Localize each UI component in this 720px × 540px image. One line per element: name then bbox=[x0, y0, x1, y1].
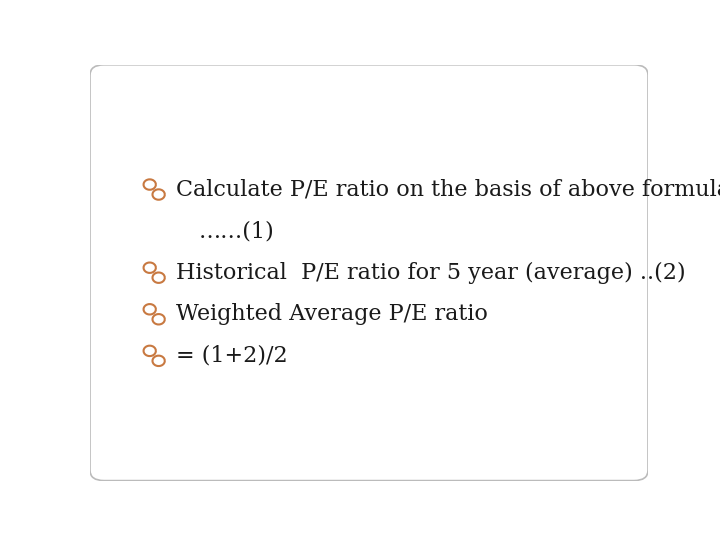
Text: ……(1): ……(1) bbox=[199, 220, 274, 242]
Text: Weighted Average P/E ratio: Weighted Average P/E ratio bbox=[176, 303, 488, 325]
Text: Historical  P/E ratio for 5 year (average) ..(2): Historical P/E ratio for 5 year (average… bbox=[176, 262, 686, 284]
Text: = (1+2)/2: = (1+2)/2 bbox=[176, 345, 288, 367]
FancyBboxPatch shape bbox=[90, 65, 648, 481]
Text: Calculate P/E ratio on the basis of above formula.: Calculate P/E ratio on the basis of abov… bbox=[176, 179, 720, 200]
